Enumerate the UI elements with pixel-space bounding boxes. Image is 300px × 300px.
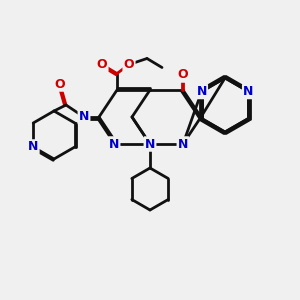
Text: O: O (55, 77, 65, 91)
Text: O: O (124, 58, 134, 71)
Text: N: N (243, 85, 254, 98)
Text: O: O (178, 68, 188, 82)
Text: N: N (178, 137, 188, 151)
Text: O: O (97, 58, 107, 71)
Text: N: N (79, 110, 89, 124)
Text: N: N (28, 140, 38, 154)
Text: N: N (145, 137, 155, 151)
Text: N: N (109, 137, 119, 151)
Text: N: N (196, 85, 207, 98)
